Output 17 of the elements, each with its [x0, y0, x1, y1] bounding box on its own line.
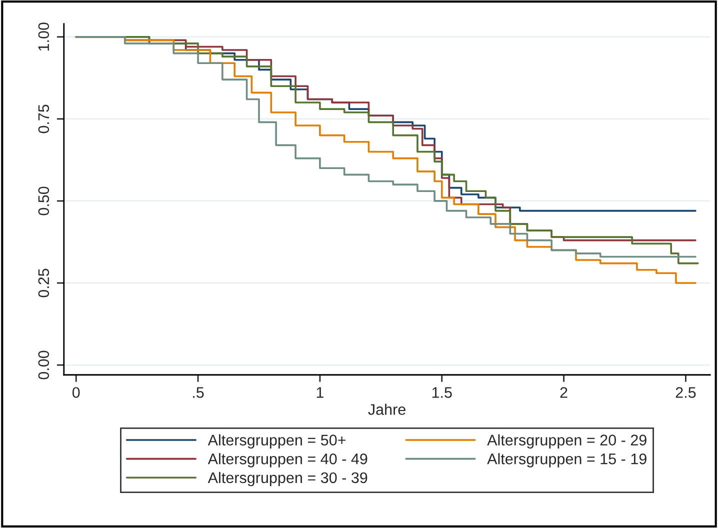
legend-label: Altersgruppen = 50+ — [208, 434, 346, 449]
y-tick-label: 1.00 — [38, 22, 50, 51]
y-tick-label: 0.00 — [38, 350, 50, 380]
y-tick-label: 0.50 — [38, 186, 50, 216]
x-tick-label: 1.5 — [432, 387, 452, 398]
x-tick-label: 2 — [560, 387, 568, 398]
x-tick-label: 0 — [72, 387, 80, 398]
x-axis-title: Jahre — [368, 404, 406, 415]
y-tick-label: 0.25 — [38, 268, 50, 298]
legend-label: Altersgruppen = 15 - 19 — [487, 453, 646, 468]
x-tick-label: 2.5 — [676, 387, 696, 398]
x-tick-label: 1 — [316, 387, 324, 398]
x-tick-label: .5 — [193, 387, 204, 398]
legend-label: Altersgruppen = 30 - 39 — [208, 472, 368, 486]
legend-label: Altersgruppen = 40 - 49 — [208, 453, 368, 468]
y-tick-label: 0.75 — [38, 104, 50, 134]
legend-label: Altersgruppen = 20 - 29 — [487, 434, 646, 449]
